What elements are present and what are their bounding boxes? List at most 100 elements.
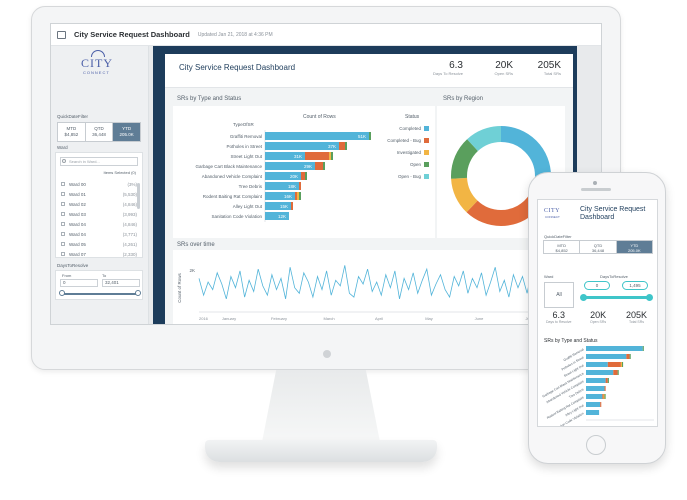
phone-ward-select[interactable]: All	[544, 282, 574, 308]
phone-bar-segment[interactable]	[642, 346, 644, 351]
phone-bar-segment[interactable]	[586, 370, 614, 375]
kpi-total-srs: 205K Total SRs	[538, 60, 561, 76]
phone-bar-segment[interactable]	[586, 394, 603, 399]
line-series[interactable]	[198, 265, 560, 300]
days-from-input[interactable]: 0	[60, 279, 98, 287]
bar-segment[interactable]	[295, 192, 297, 200]
phone-bar-segment[interactable]	[626, 354, 630, 359]
bar-segment[interactable]	[315, 162, 323, 170]
bar-segment[interactable]	[305, 172, 307, 180]
phone-bar-segment[interactable]	[586, 354, 627, 359]
days-range-min-handle[interactable]	[59, 290, 65, 296]
ward-checkbox[interactable]	[61, 192, 65, 196]
ward-checkbox[interactable]	[61, 212, 65, 216]
phone-days-min-handle[interactable]	[580, 294, 587, 301]
bar-segment[interactable]	[299, 182, 301, 190]
bar-segment[interactable]	[345, 142, 347, 150]
bar-segment[interactable]	[265, 162, 315, 170]
phone-days-max-handle[interactable]	[646, 294, 653, 301]
phone-bar-segment[interactable]	[586, 386, 605, 391]
phone-days-to-input[interactable]: 1,495	[622, 281, 648, 290]
bar-data-label: 37K	[328, 144, 336, 149]
days-range-max-handle[interactable]	[135, 290, 141, 296]
phone-bar-segment[interactable]	[613, 370, 618, 375]
ward-list-item[interactable]: Ward 02 (4,846)	[61, 199, 137, 209]
phone-bar-segment[interactable]	[607, 378, 609, 383]
ward-list-item[interactable]: Ward 03 (3,993)	[61, 209, 137, 219]
bar-segment[interactable]	[299, 192, 301, 200]
legend-item[interactable]: Completed - Bug	[379, 138, 429, 143]
legend-item[interactable]: Completed	[379, 126, 429, 131]
legend-item[interactable]: Investigated	[379, 150, 429, 155]
bar-segment[interactable]	[331, 152, 333, 160]
ward-list-item[interactable]: Ward 04 (3,771)	[61, 229, 137, 239]
phone-bar-segment[interactable]	[603, 394, 605, 399]
ward-checkbox[interactable]	[61, 222, 65, 226]
ward-checkbox[interactable]	[61, 232, 65, 236]
ward-list-item[interactable]: Ward 00 (3%)	[61, 179, 137, 189]
phone-bar-segment[interactable]	[586, 362, 608, 367]
bar-segment[interactable]	[323, 162, 325, 170]
days-to-input[interactable]: 32,401	[102, 279, 140, 287]
bar-segment[interactable]	[265, 132, 369, 140]
phone-bar-segment[interactable]	[604, 386, 606, 391]
quickfilter-ytd[interactable]: YTD 205.0K	[113, 123, 141, 141]
bar-segment[interactable]	[291, 202, 293, 210]
bar-category-label: Tree Debris	[239, 184, 263, 189]
ward-list-item[interactable]: Ward 07 (2,330)	[61, 249, 137, 259]
bar-segment[interactable]	[369, 132, 371, 140]
legend-item[interactable]: Open	[379, 162, 429, 167]
home-button[interactable]	[586, 435, 606, 455]
phone-bar-segment[interactable]	[586, 378, 606, 383]
bar-segment[interactable]	[301, 172, 305, 180]
bar-segment[interactable]	[329, 152, 331, 160]
bar-segment[interactable]	[265, 152, 305, 160]
phone-bar-segment[interactable]	[586, 346, 643, 351]
quickfilter-qtd[interactable]: QTD 36,448	[86, 123, 114, 141]
phone-bar-segment[interactable]	[622, 362, 624, 367]
phone-bar-segment[interactable]	[607, 362, 621, 367]
ward-search-input[interactable]: Search in Ward...	[60, 157, 138, 166]
bar-segment[interactable]	[265, 192, 295, 200]
ward-checkbox[interactable]	[61, 252, 65, 256]
ward-list-item[interactable]: Ward 04 (4,846)	[61, 219, 137, 229]
phone-bar-segment[interactable]	[602, 394, 604, 399]
ward-checkbox[interactable]	[61, 242, 65, 246]
donut-slice[interactable]	[451, 126, 551, 226]
phone-bar-segment[interactable]	[586, 410, 600, 415]
quickfilter-value: 205.0K	[627, 248, 641, 253]
ward-scrollbar[interactable]	[137, 183, 140, 209]
donut-slice[interactable]	[451, 126, 551, 226]
phone-days-from-input[interactable]: 0	[584, 281, 610, 290]
bar-segment[interactable]	[265, 212, 289, 220]
phone-quickfilter-qtd[interactable]: QTD 36,448	[580, 241, 617, 253]
legend-item[interactable]: Open - Bug	[379, 174, 429, 179]
status-legend: Completed Completed - Bug Investigated Open…	[379, 126, 435, 196]
bar-segment[interactable]	[305, 152, 329, 160]
bar-segment[interactable]	[265, 172, 301, 180]
ward-list-item[interactable]: Ward 05 (4,261)	[61, 239, 137, 249]
ward-list-item[interactable]: Ward 01 (5,530)	[61, 189, 137, 199]
bar-segment[interactable]	[297, 192, 299, 200]
bar-segment[interactable]	[265, 142, 339, 150]
phone-bar-segment[interactable]	[586, 402, 601, 407]
phone-quickfilter-ytd[interactable]: YTD 205.0K	[616, 241, 652, 253]
bar-segment[interactable]	[265, 182, 299, 190]
donut-slice[interactable]	[451, 126, 551, 226]
bar-segment[interactable]	[265, 202, 291, 210]
quickfilter-mtd[interactable]: MTD $4,852	[58, 123, 86, 141]
phone-bar-segment[interactable]	[620, 362, 622, 367]
phone-quickfilter-mtd[interactable]: MTD $4,852	[544, 241, 581, 253]
phone-bar-segment[interactable]	[605, 378, 608, 383]
phone-bar-segment[interactable]	[600, 402, 602, 407]
ward-checkbox[interactable]	[61, 202, 65, 206]
phone-bar-segment[interactable]	[604, 394, 606, 399]
desktop-screen: City Service Request Dashboard Updated J…	[50, 23, 602, 325]
phone-days-range-track[interactable]	[582, 296, 650, 299]
phone-bar-segment[interactable]	[629, 354, 631, 359]
days-range-track[interactable]	[62, 293, 138, 295]
phone-bar-segment[interactable]	[617, 370, 619, 375]
logo-city-text: CITY	[81, 56, 113, 70]
ward-checkbox[interactable]	[61, 182, 65, 186]
bar-segment[interactable]	[339, 142, 345, 150]
